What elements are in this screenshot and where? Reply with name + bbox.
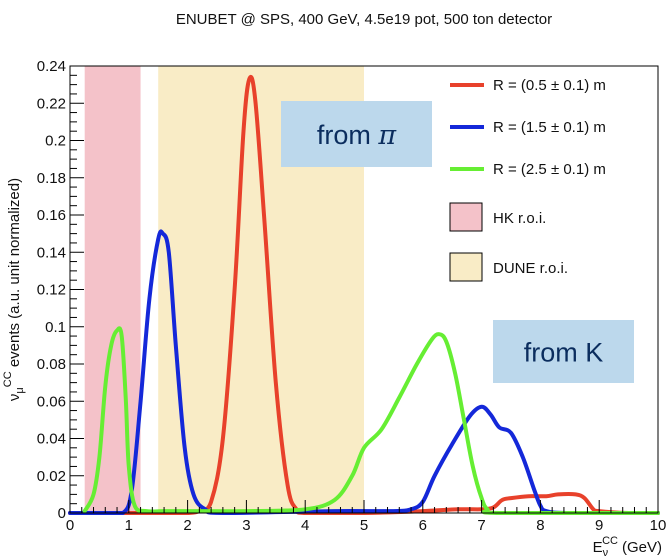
region-hk bbox=[84, 66, 141, 513]
legend-swatch-region-1 bbox=[449, 202, 483, 232]
x-tick-label: 9 bbox=[595, 517, 603, 534]
annotation-text-k: from K bbox=[524, 338, 604, 368]
x-tick-label: 1 bbox=[125, 517, 133, 534]
legend-label-region-1: HK r.o.i. bbox=[493, 210, 546, 227]
chart-title: ENUBET @ SPS, 400 GeV, 4.5e19 pot, 500 t… bbox=[176, 11, 552, 28]
legend-label-1: R = (0.5 ± 0.1) m bbox=[493, 77, 606, 94]
annotation-box-pi bbox=[281, 101, 432, 167]
annotation-boxes: from π from K bbox=[281, 101, 634, 383]
x-tick-label: 10 bbox=[650, 517, 666, 534]
y-tick-label: 0.1 bbox=[45, 319, 66, 336]
y-tick-label: 0.06 bbox=[37, 393, 66, 410]
series-line-3 bbox=[82, 326, 660, 516]
y-tick-label: 0.12 bbox=[37, 282, 66, 299]
y-tick-label: 0.02 bbox=[37, 468, 66, 485]
y-tick-label: 0 bbox=[58, 505, 66, 522]
x-axis-label: EνCC (GeV) bbox=[593, 535, 662, 557]
y-tick-label: 0.2 bbox=[45, 133, 66, 150]
annotation-box-k bbox=[493, 320, 634, 383]
axes-layer: 0 1 2 3 4 5 6 7 8 9 10 0 0.02 0.04 0.06 0.08 0.1 0.12 0.14… bbox=[37, 58, 666, 534]
legend-label-region-2: DUNE r.o.i. bbox=[493, 260, 568, 277]
x-tick-label: 7 bbox=[477, 517, 485, 534]
x-tick-label: 6 bbox=[419, 517, 427, 534]
x-tick-label: 0 bbox=[66, 517, 74, 534]
y-tick-label: 0.04 bbox=[37, 431, 66, 448]
legend: R = (0.5 ± 0.1) m R = (1.5 ± 0.1) m R = (2… bbox=[449, 77, 606, 282]
legend-swatch-region-2 bbox=[449, 252, 483, 282]
x-tick-label: 8 bbox=[536, 517, 544, 534]
y-tick-label: 0.08 bbox=[37, 356, 66, 373]
y-axis-label: νμCC events (a.u. unit normalized) bbox=[2, 178, 26, 401]
y-tick-label: 0.14 bbox=[37, 244, 66, 261]
x-tick-label: 2 bbox=[183, 517, 191, 534]
series-line-2 bbox=[68, 229, 660, 516]
y-tick-label: 0.22 bbox=[37, 95, 66, 112]
y-tick-label: 0.16 bbox=[37, 207, 66, 224]
x-tick-label: 3 bbox=[242, 517, 250, 534]
annotation-text-pi: from π bbox=[317, 120, 398, 151]
y-tick-label: 0.24 bbox=[37, 58, 66, 75]
legend-label-2: R = (1.5 ± 0.1) m bbox=[493, 119, 606, 136]
x-tick-label: 5 bbox=[360, 517, 368, 534]
y-tick-label: 0.18 bbox=[37, 170, 66, 187]
legend-label-3: R = (2.5 ± 0.1) m bbox=[493, 161, 606, 178]
x-tick-label: 4 bbox=[301, 517, 309, 534]
